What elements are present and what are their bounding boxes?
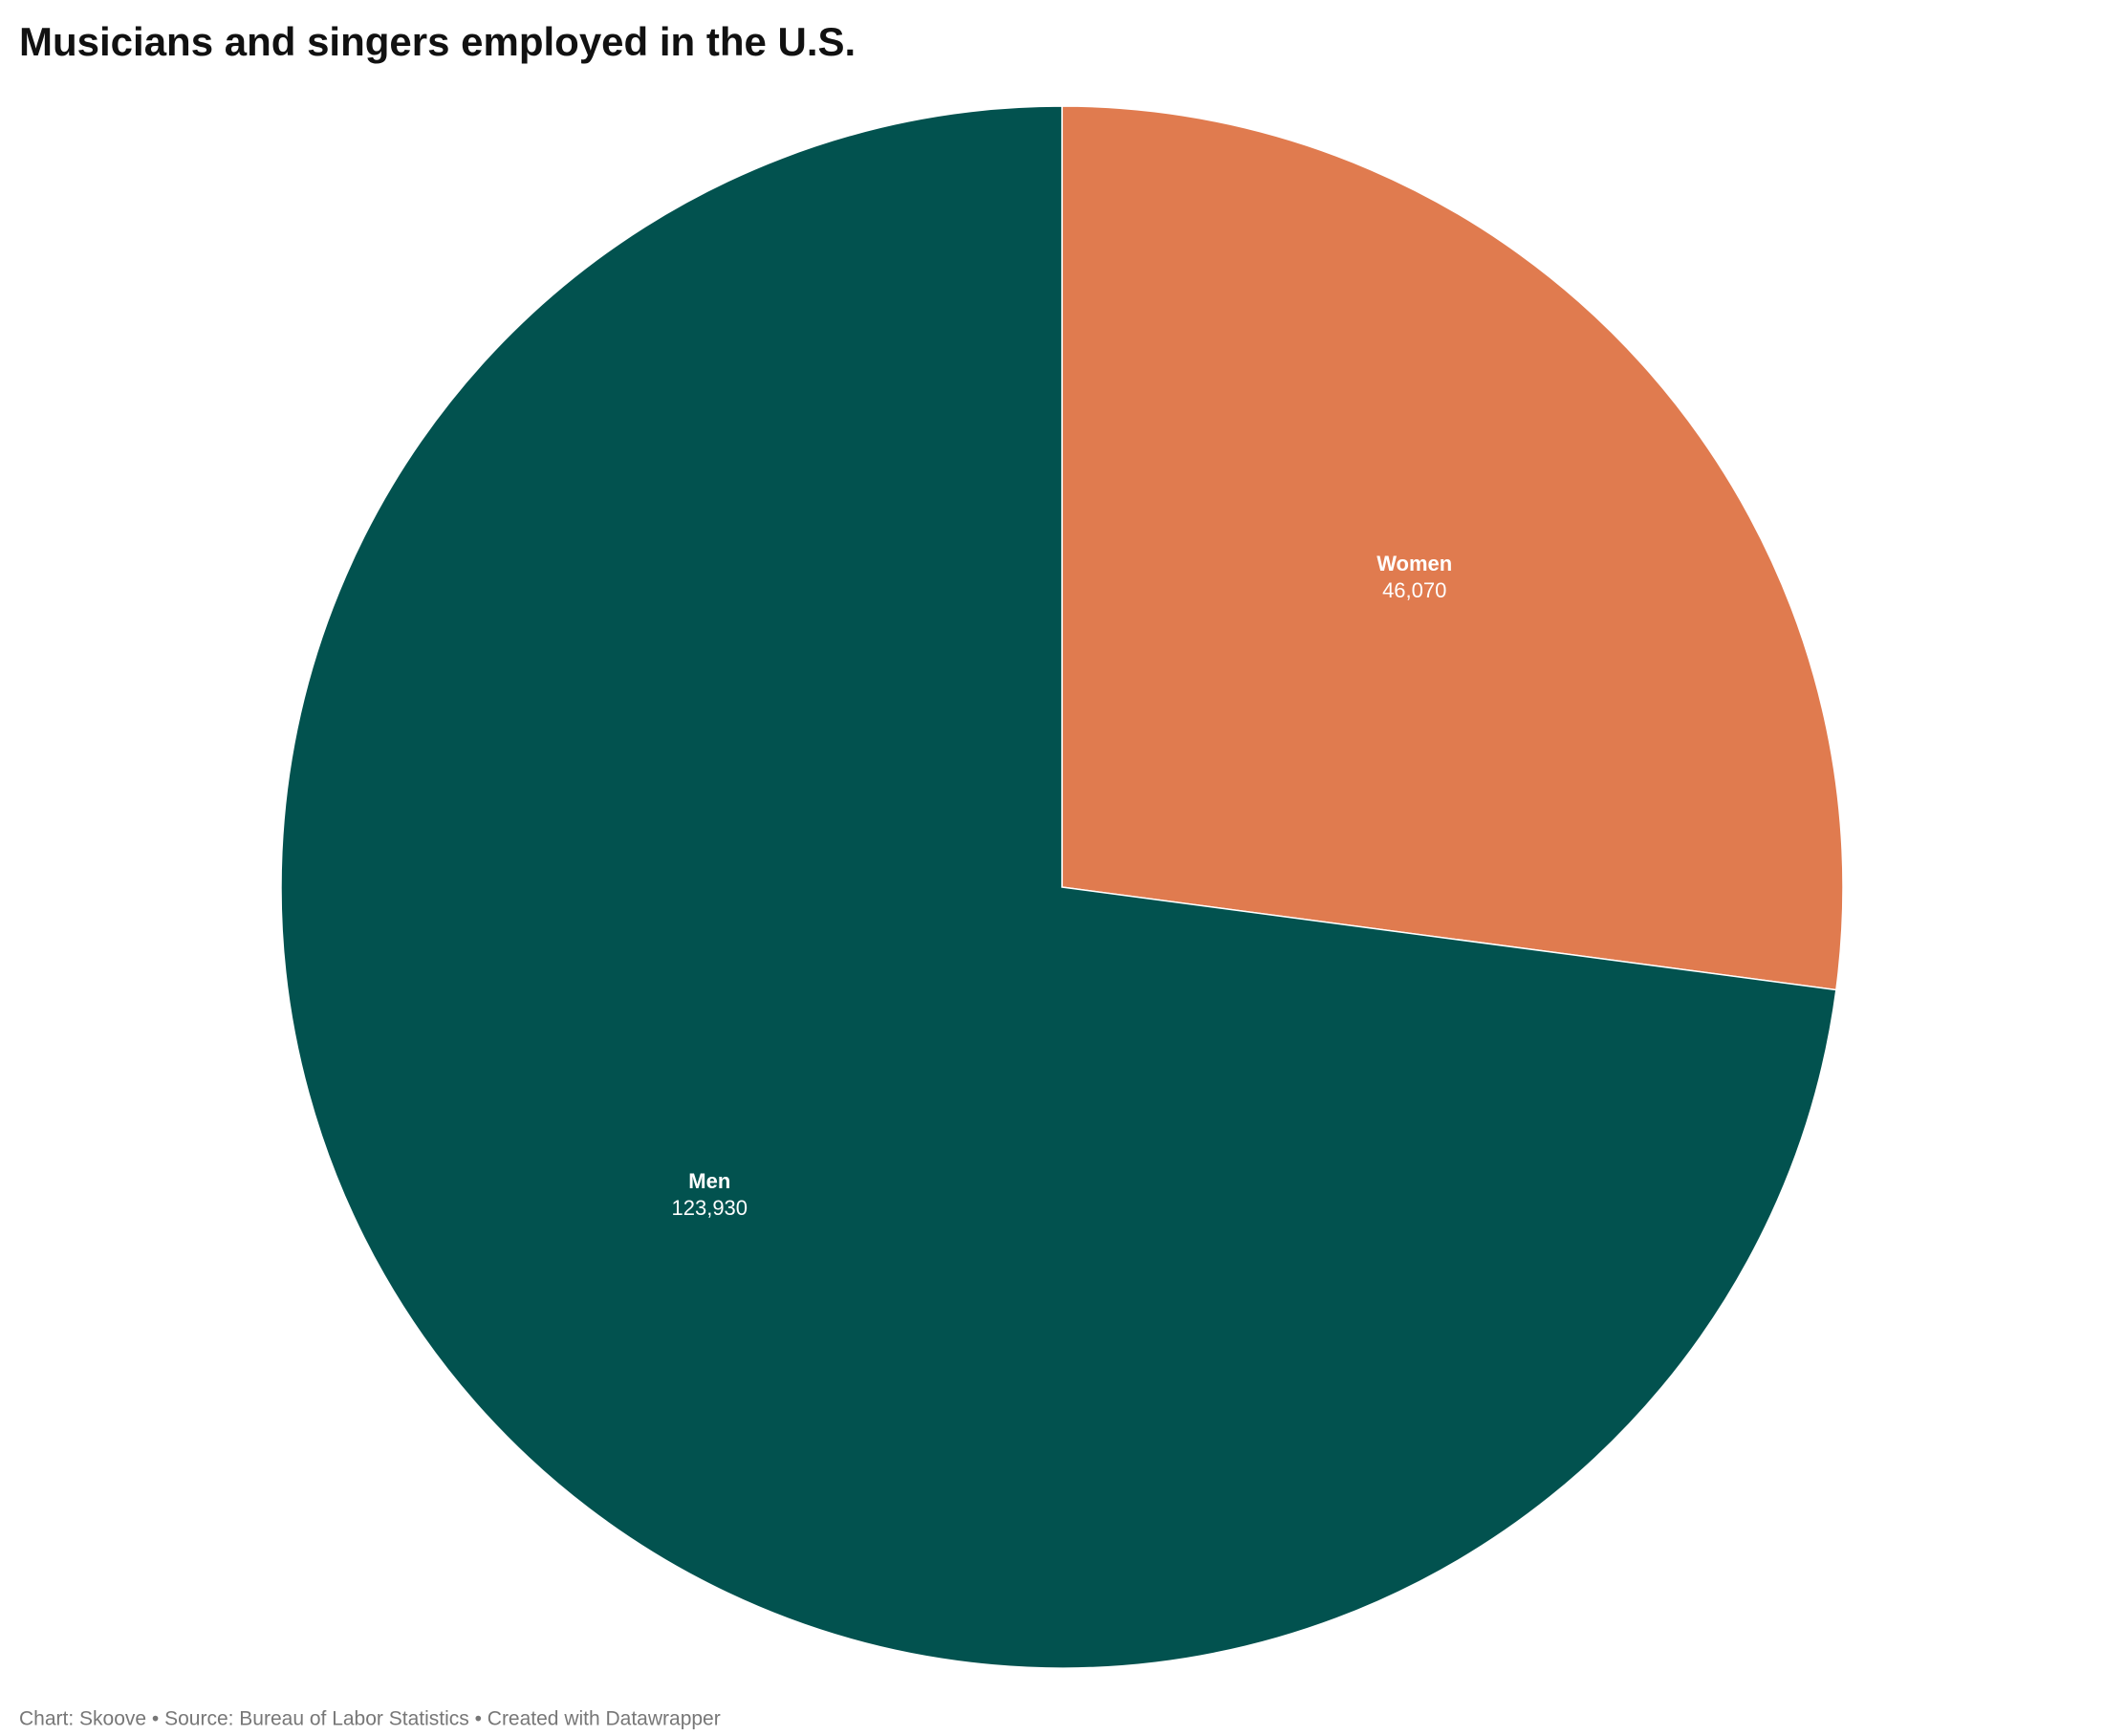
pie-slice <box>280 105 1837 1669</box>
value-label: 46,070 <box>1382 578 1446 602</box>
value-label: 123,930 <box>672 1196 748 1220</box>
slice-label: Men <box>688 1169 730 1193</box>
pie-slice <box>1061 105 1844 991</box>
chart-note: Chart: Skoove • Source: Bureau of Labor … <box>19 1708 721 1730</box>
slice-label: Women <box>1377 552 1452 575</box>
chart-title: Musicians and singers employed in the U.… <box>19 19 856 64</box>
